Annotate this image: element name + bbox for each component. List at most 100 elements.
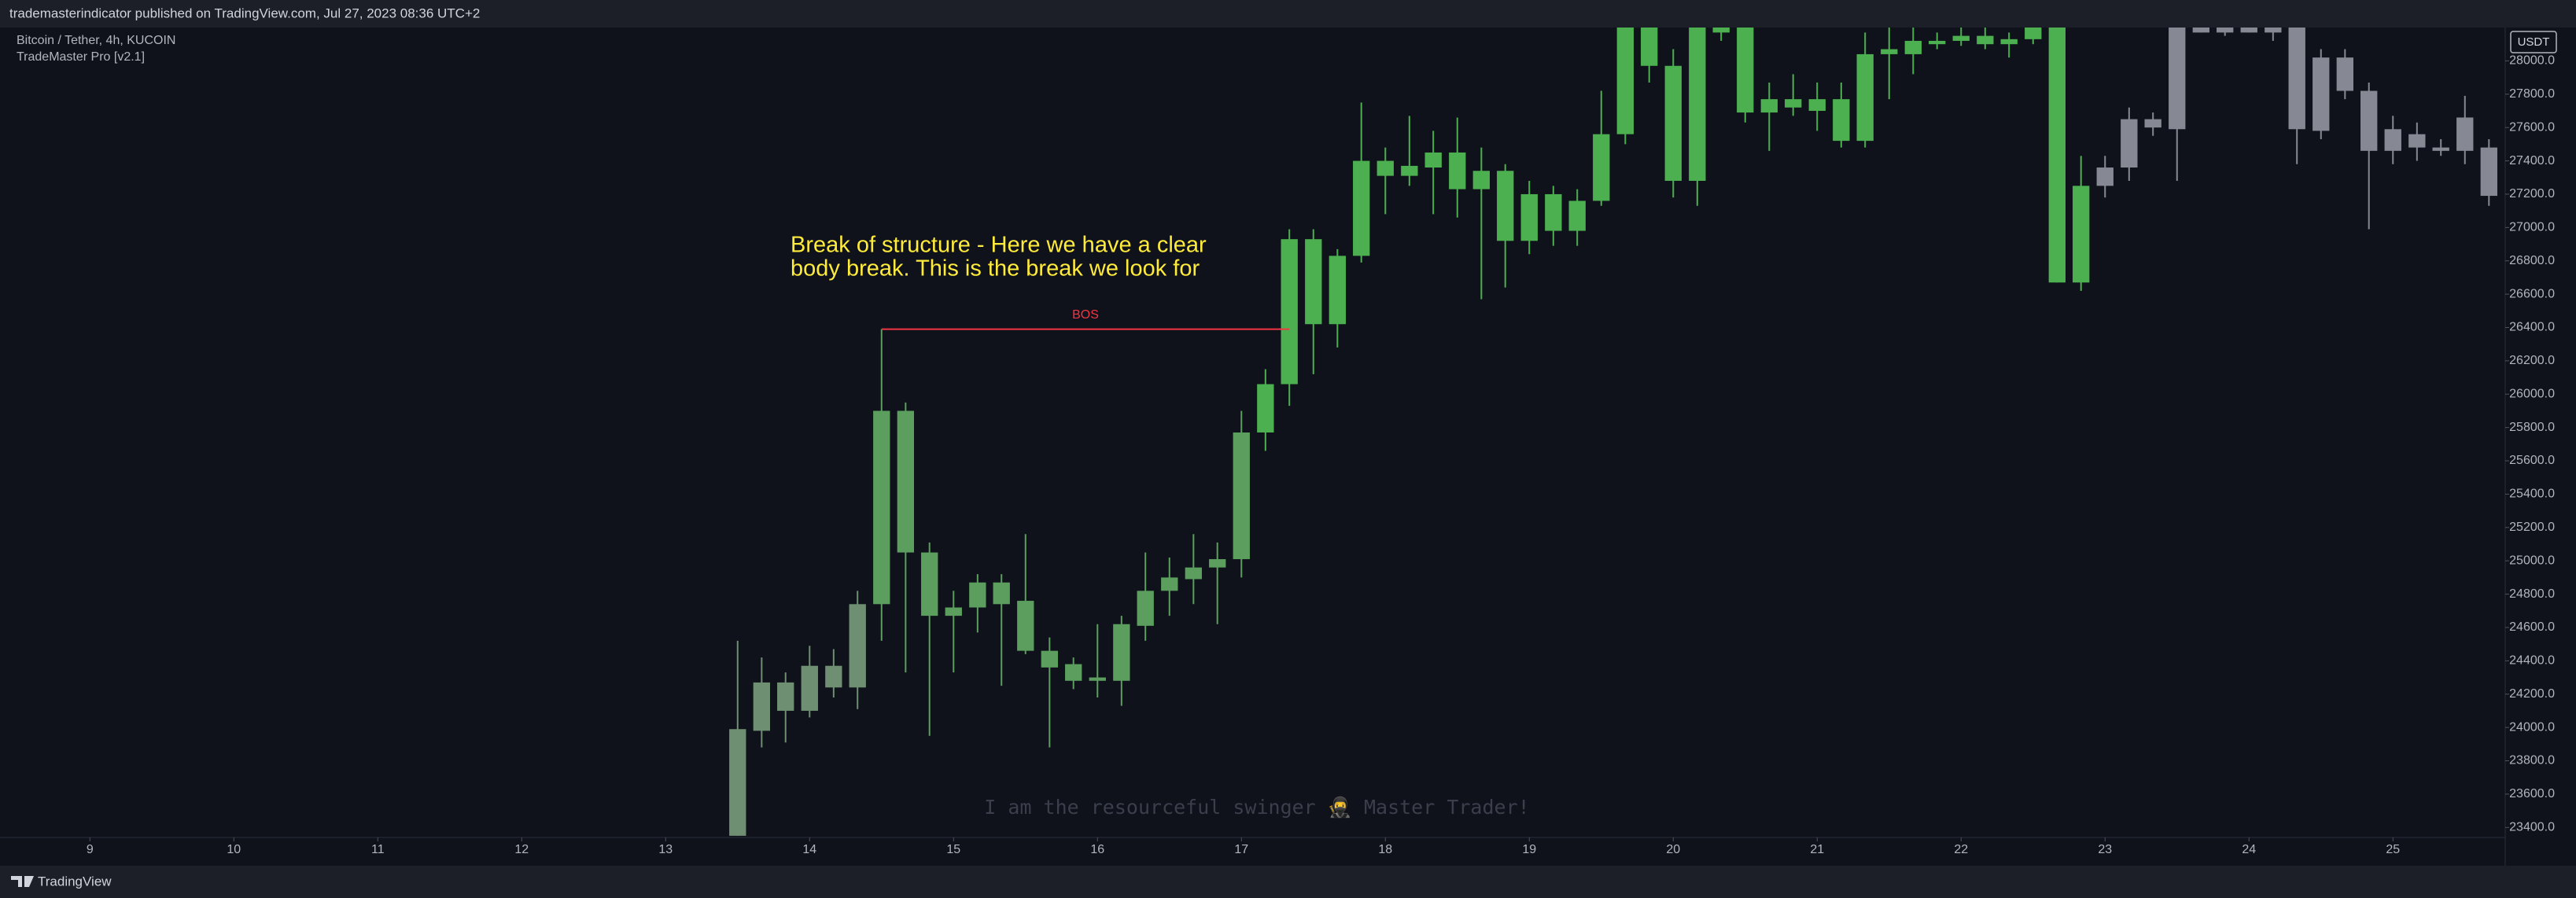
y-tick-label: 27800.0 <box>2509 87 2555 101</box>
candle-body <box>2408 134 2426 148</box>
candle-body <box>2240 28 2257 33</box>
candle-body <box>1041 650 1059 668</box>
candle-body <box>1833 99 1850 142</box>
y-tick-label: 26800.0 <box>2509 254 2555 267</box>
x-tick-label: 16 <box>1090 843 1104 856</box>
candle-body <box>1856 53 1874 142</box>
candle-body <box>921 552 938 616</box>
candle-body <box>1689 28 1706 181</box>
candle-body <box>1593 134 1610 201</box>
candle-body <box>1929 40 1946 45</box>
y-tick-label: 24400.0 <box>2509 654 2555 668</box>
candle-body <box>1017 601 1034 651</box>
candle-body <box>2265 28 2282 33</box>
candle-body <box>1472 171 1491 190</box>
candle-body <box>2025 28 2042 39</box>
candle-body <box>993 582 1010 605</box>
y-tick-label: 24000.0 <box>2509 720 2555 734</box>
x-tick-label: 14 <box>802 843 816 856</box>
candle-body <box>1329 256 1347 325</box>
x-tick-label: 18 <box>1378 843 1392 856</box>
currency-badge <box>2510 31 2557 53</box>
candle-body <box>777 682 794 711</box>
footer: TradingView <box>38 874 112 889</box>
y-tick-label: 25000.0 <box>2509 554 2555 567</box>
candle-body <box>1137 591 1154 626</box>
candle-body <box>1449 152 1466 190</box>
y-tick-label: 27600.0 <box>2509 120 2555 134</box>
candle-body <box>1664 65 1682 181</box>
candle-body <box>1353 160 1370 256</box>
candle-body <box>1904 40 1922 54</box>
y-tick-label: 27000.0 <box>2509 221 2555 234</box>
y-tick-label: 24800.0 <box>2509 587 2555 601</box>
x-tick-label: 25 <box>2386 843 2400 856</box>
candle-body <box>849 604 866 688</box>
candle-body <box>1616 28 1634 134</box>
candle-body <box>2048 28 2066 283</box>
logo <box>11 876 34 887</box>
candle-body <box>945 607 962 616</box>
candle-body <box>2192 28 2210 33</box>
candle-body <box>1281 239 1298 385</box>
candle-body <box>2313 57 2330 131</box>
candle-body <box>969 582 986 608</box>
candle-body <box>2169 28 2186 130</box>
watermark: I am the resourceful swinger 🥷 Master Tr… <box>984 796 1529 819</box>
candle-body <box>2432 147 2449 151</box>
x-tick-label: 13 <box>658 843 673 856</box>
candle-body <box>801 665 818 711</box>
candle-body <box>1808 99 1826 111</box>
y-tick-label: 25600.0 <box>2509 454 2555 467</box>
x-tick-label: 12 <box>514 843 529 856</box>
x-tick-label: 22 <box>1954 843 1968 856</box>
x-tick-label: 15 <box>946 843 960 856</box>
x-tick-label: 24 <box>2242 843 2256 856</box>
y-tick-label: 23400.0 <box>2509 821 2555 834</box>
header-bar <box>0 0 2576 28</box>
y-tick-label: 23600.0 <box>2509 787 2555 800</box>
candle-body <box>825 665 842 688</box>
candle-body <box>2144 119 2161 128</box>
candle-body <box>1497 171 1514 241</box>
x-tick-label: 11 <box>371 843 385 856</box>
x-tick-label: 19 <box>1522 843 1536 856</box>
candle-body <box>1089 677 1106 681</box>
candle-body <box>1737 28 1754 113</box>
candle-body <box>1545 193 1562 231</box>
candle-body <box>2336 57 2353 91</box>
y-tick-label: 28000.0 <box>2509 54 2555 68</box>
y-tick-label: 27200.0 <box>2509 187 2555 201</box>
candle-body <box>897 410 915 553</box>
symbol: Bitcoin / Tether, 4h, KUCOIN <box>17 34 175 47</box>
y-tick-label: 27400.0 <box>2509 154 2555 167</box>
candle-body <box>1257 384 1274 432</box>
candle-body <box>1712 28 1730 33</box>
candle-body <box>1161 577 1178 591</box>
candle-body <box>1233 432 1250 560</box>
candle-body <box>1760 99 1778 113</box>
candle-body <box>1401 165 1418 176</box>
y-tick-label: 26000.0 <box>2509 387 2555 400</box>
candle-body <box>2096 167 2113 186</box>
y-tick-label: 25200.0 <box>2509 521 2555 534</box>
y-tick-label: 25400.0 <box>2509 488 2555 501</box>
annotation: body break. This is the break we look fo… <box>790 256 1200 282</box>
y-tick-label: 24200.0 <box>2509 687 2555 701</box>
candle-body <box>2217 28 2234 33</box>
candle-body <box>2121 119 2138 168</box>
candle-body <box>1305 239 1322 325</box>
candles <box>729 28 2497 836</box>
y-tick-label: 26200.0 <box>2509 354 2555 367</box>
candle-body <box>2384 129 2401 151</box>
candle-body <box>1641 28 1658 66</box>
x-tick-label: 17 <box>1234 843 1248 856</box>
x-tick-label: 23 <box>2098 843 2112 856</box>
candle-body <box>1065 664 1082 681</box>
candle-body <box>1881 49 1898 54</box>
footer-bar <box>0 866 2576 898</box>
candle-body <box>1952 35 1970 41</box>
candle-body <box>2480 147 2497 197</box>
candle-body <box>1113 624 1130 681</box>
